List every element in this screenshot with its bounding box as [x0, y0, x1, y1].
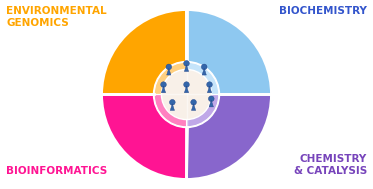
Circle shape	[169, 99, 175, 105]
Circle shape	[207, 82, 212, 88]
Circle shape	[166, 64, 172, 70]
Circle shape	[184, 60, 189, 66]
Text: CHEMISTRY
& CATALYSIS: CHEMISTRY & CATALYSIS	[294, 154, 367, 176]
Text: ENVIRONMENTAL
GENOMICS: ENVIRONMENTAL GENOMICS	[6, 6, 107, 28]
Circle shape	[201, 64, 207, 70]
Polygon shape	[202, 68, 206, 75]
Polygon shape	[170, 104, 175, 110]
Circle shape	[161, 82, 166, 88]
Circle shape	[209, 96, 214, 101]
Polygon shape	[184, 65, 189, 71]
Wedge shape	[101, 10, 186, 179]
Polygon shape	[207, 86, 211, 93]
Circle shape	[184, 82, 189, 88]
Circle shape	[162, 69, 211, 120]
Wedge shape	[101, 94, 186, 179]
Polygon shape	[184, 86, 189, 93]
Polygon shape	[162, 86, 166, 93]
Circle shape	[191, 99, 197, 105]
Wedge shape	[186, 62, 219, 94]
Wedge shape	[186, 94, 272, 179]
Wedge shape	[154, 94, 186, 127]
Polygon shape	[167, 68, 171, 75]
Polygon shape	[209, 100, 213, 107]
Wedge shape	[186, 10, 272, 94]
Wedge shape	[154, 62, 186, 127]
Text: BIOINFORMATICS: BIOINFORMATICS	[6, 166, 107, 176]
Text: BIOCHEMISTRY: BIOCHEMISTRY	[279, 6, 367, 16]
Wedge shape	[186, 94, 219, 127]
Polygon shape	[191, 104, 196, 110]
